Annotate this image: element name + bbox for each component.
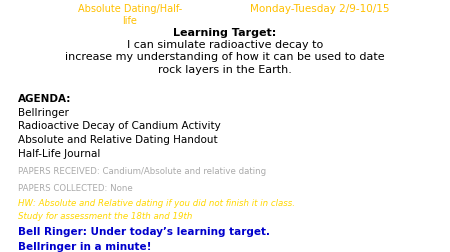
Text: Half-Life Journal: Half-Life Journal xyxy=(18,148,101,158)
Text: Bell Ringer: Under today’s learning target.: Bell Ringer: Under today’s learning targ… xyxy=(18,226,270,236)
Text: Absolute Dating/Half-
life: Absolute Dating/Half- life xyxy=(78,4,182,25)
Text: Radioactive Decay of Candium Activity: Radioactive Decay of Candium Activity xyxy=(18,121,221,131)
Text: Bellringer in a minute!: Bellringer in a minute! xyxy=(18,241,152,251)
Text: AGENDA:: AGENDA: xyxy=(18,93,72,104)
Text: I can simulate radioactive decay to
increase my understanding of how it can be u: I can simulate radioactive decay to incr… xyxy=(65,40,385,75)
Text: HW: Absolute and Relative dating if you did not finish it in class.: HW: Absolute and Relative dating if you … xyxy=(18,198,295,207)
Text: PAPERS RECEIVED: Candium/Absolute and relative dating: PAPERS RECEIVED: Candium/Absolute and re… xyxy=(18,166,266,175)
Text: PAPERS COLLECTED: None: PAPERS COLLECTED: None xyxy=(18,183,133,192)
Text: Study for assessment the 18th and 19th: Study for assessment the 18th and 19th xyxy=(18,211,193,220)
Text: Monday-Tuesday 2/9-10/15: Monday-Tuesday 2/9-10/15 xyxy=(250,4,390,14)
Text: Absolute and Relative Dating Handout: Absolute and Relative Dating Handout xyxy=(18,135,218,144)
Text: Bellringer: Bellringer xyxy=(18,107,69,117)
Text: Learning Target:: Learning Target: xyxy=(173,28,277,38)
